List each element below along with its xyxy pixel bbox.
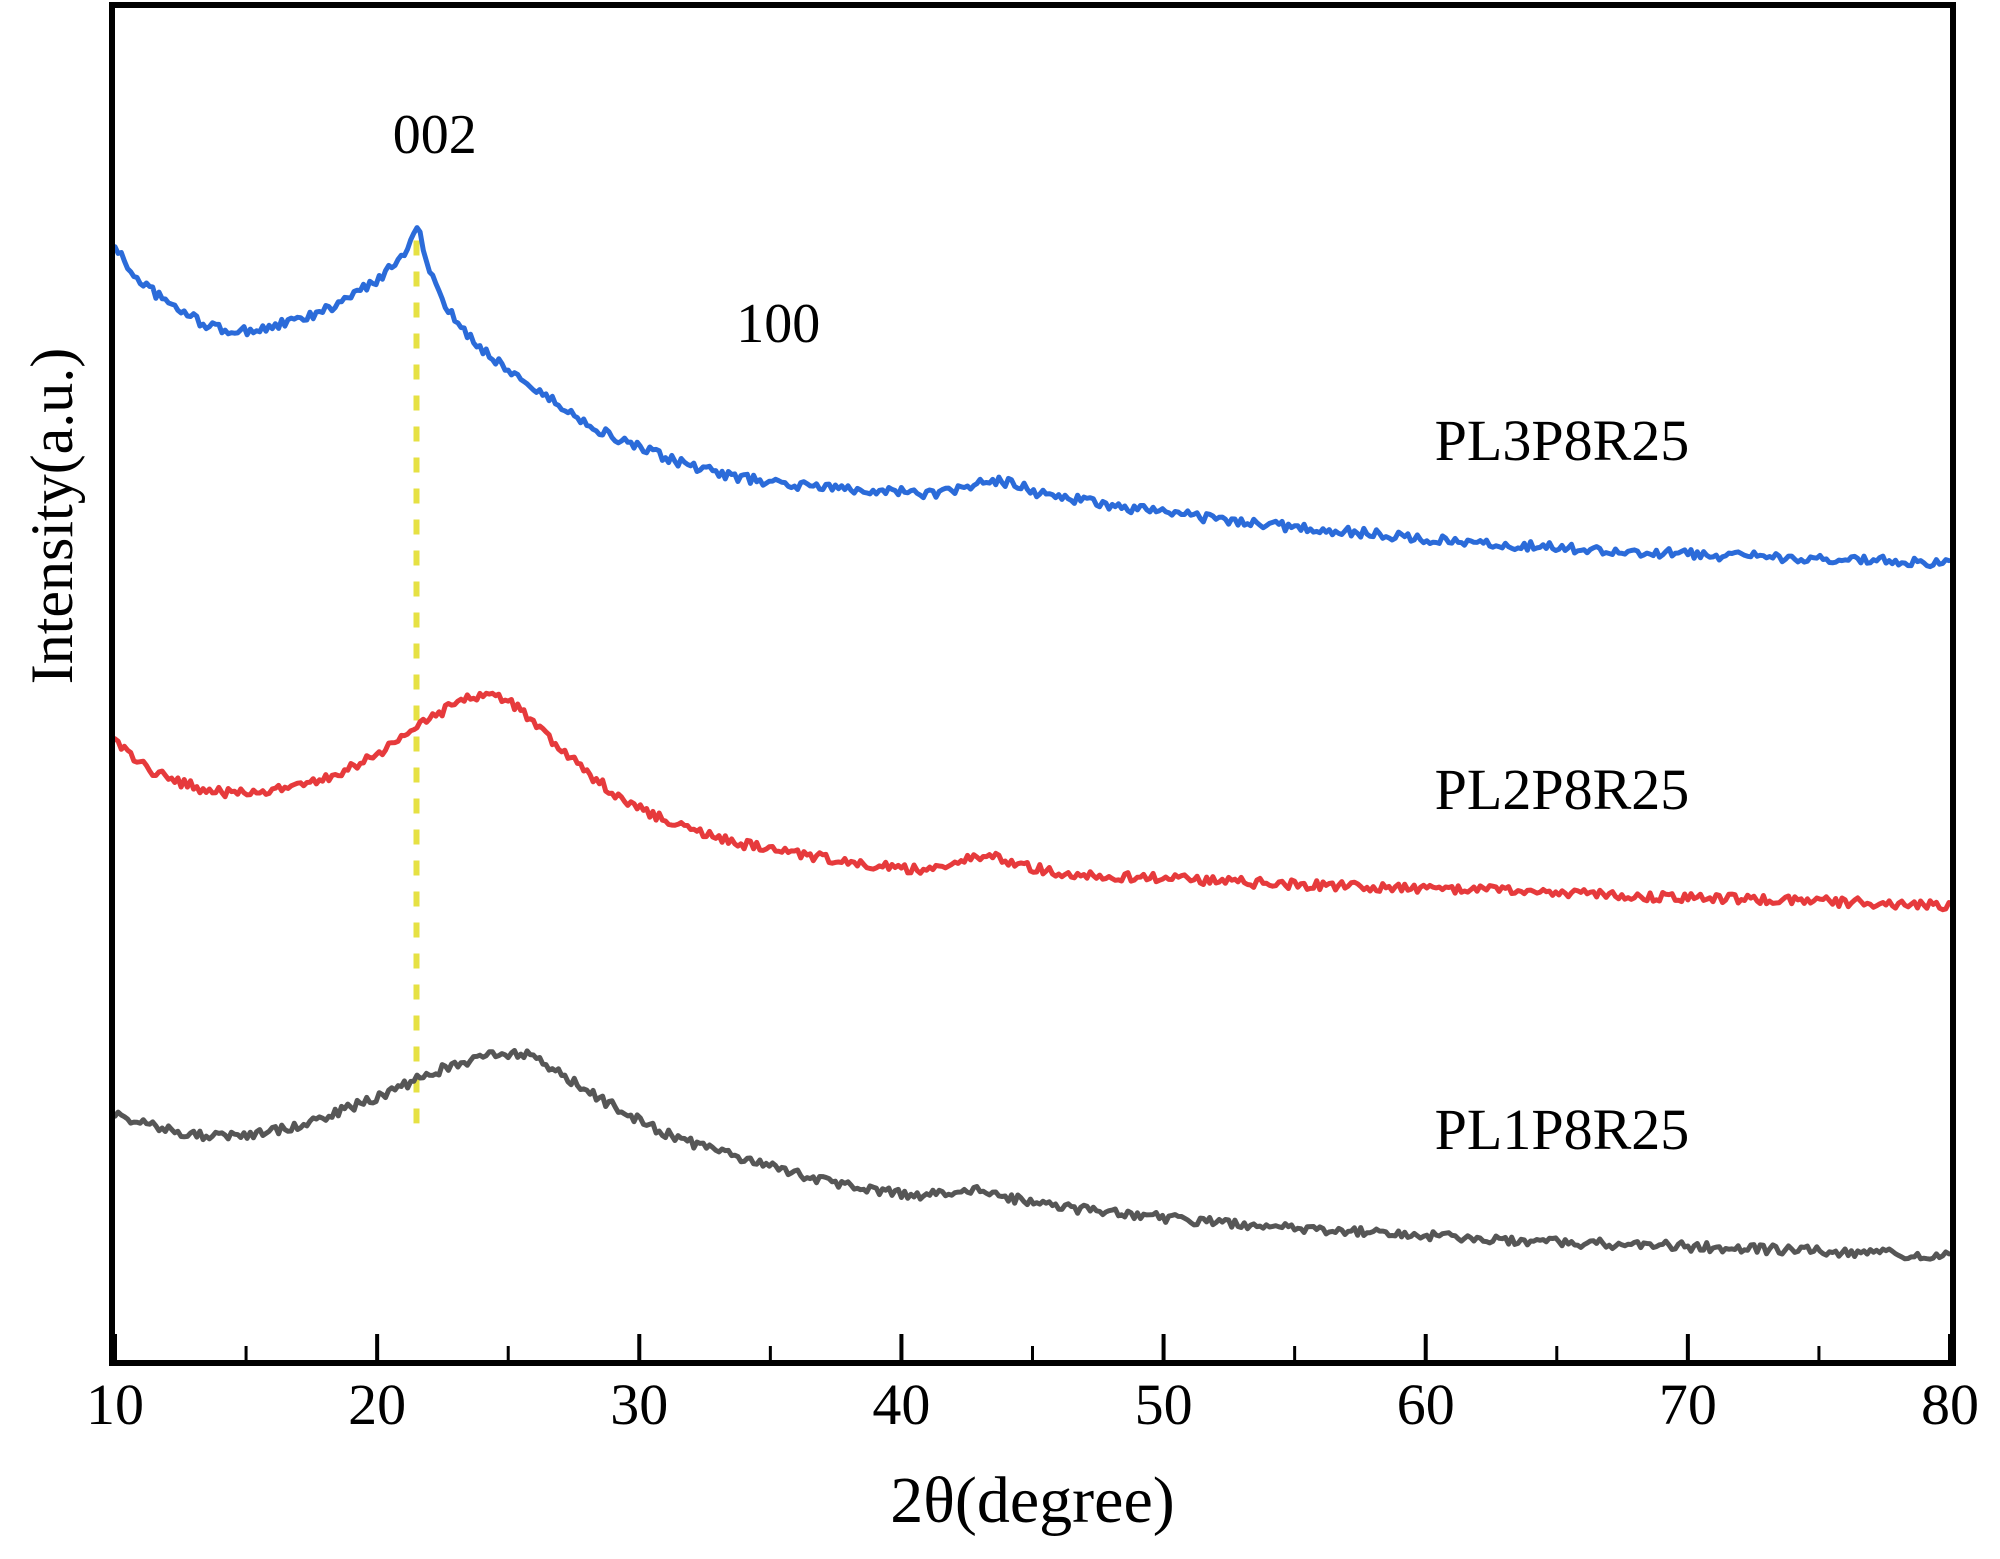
x-tick-label: 70: [1658, 1372, 1717, 1437]
series-label-pl3p8r25: PL3P8R25: [1434, 407, 1690, 473]
peak-label-002: 002: [392, 104, 477, 167]
y-axis-label: Intensity(a.u.): [19, 347, 85, 685]
x-axis-tick-labels: 10 20 30 40 50 60 70 80: [86, 1372, 1979, 1446]
series-curve-pl3p8r25: [115, 225, 1950, 570]
plot-area: 002 100 PL3P8R25 PL2P8R25 PL1P8R25: [109, 2, 1956, 1366]
x-tick-label: 10: [86, 1372, 144, 1437]
x-tick-label: 40: [872, 1372, 931, 1437]
series-label-pl1p8r25: PL1P8R25: [1434, 1097, 1690, 1163]
x-tick-label: 50: [1134, 1372, 1193, 1437]
xrd-curves-canvas: [115, 225, 1950, 1360]
series-curve-pl1p8r25: [115, 1048, 1950, 1262]
x-tick-label: 80: [1921, 1372, 1979, 1437]
x-tick-label: 60: [1396, 1372, 1455, 1437]
x-axis-label: 2θ(degree): [890, 1464, 1175, 1537]
peak-label-100: 100: [736, 293, 821, 356]
x-tick-label: 20: [348, 1372, 407, 1437]
series-label-pl2p8r25: PL2P8R25: [1434, 756, 1690, 822]
series-curve-pl2p8r25: [115, 690, 1950, 913]
x-tick-label: 30: [610, 1372, 669, 1437]
